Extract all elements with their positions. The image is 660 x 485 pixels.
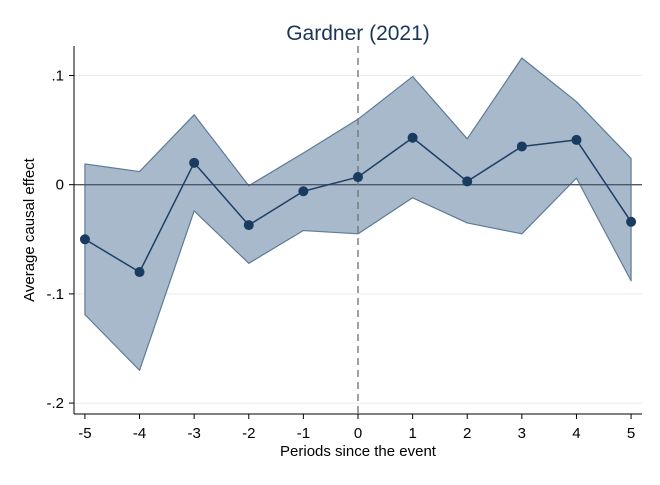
y-tick-label: 0 xyxy=(56,177,64,194)
y-tick-label: .1 xyxy=(51,67,64,84)
y-tick-label: -.1 xyxy=(46,286,64,303)
x-tick-label: 1 xyxy=(408,425,416,442)
x-tick-label: -3 xyxy=(187,425,200,442)
y-tick-label: -.2 xyxy=(46,395,64,412)
x-tick-label: -1 xyxy=(297,425,310,442)
chart-title: Gardner (2021) xyxy=(286,22,430,45)
estimate-point xyxy=(626,216,637,227)
x-tick-label: -2 xyxy=(242,425,255,442)
estimate-point xyxy=(571,134,582,145)
x-tick-label: -5 xyxy=(78,425,91,442)
estimate-point xyxy=(243,220,254,231)
reference-lines-layer xyxy=(74,46,642,414)
y-axis-label: Average causal effect xyxy=(21,157,38,302)
estimate-point xyxy=(134,267,145,278)
axes-layer: -.2 -.1 0 .1 -5 -4 -3 -2 -1 0 1 2 3 4 5 xyxy=(46,46,642,442)
x-tick-label: -4 xyxy=(133,425,146,442)
x-tick-label: 0 xyxy=(354,425,362,442)
x-tick-label: 5 xyxy=(627,425,635,442)
estimate-point xyxy=(79,234,90,245)
estimate-point xyxy=(298,186,309,197)
estimate-point xyxy=(462,176,473,187)
series-layer xyxy=(79,132,637,278)
estimate-point xyxy=(407,132,418,143)
estimate-point xyxy=(353,172,363,183)
estimate-point xyxy=(189,157,200,168)
x-tick-label: 4 xyxy=(572,425,580,442)
x-tick-label: 3 xyxy=(518,425,526,442)
estimate-point xyxy=(516,141,527,152)
x-tick-label: 2 xyxy=(463,425,471,442)
x-axis-label: Periods since the event xyxy=(280,443,437,460)
